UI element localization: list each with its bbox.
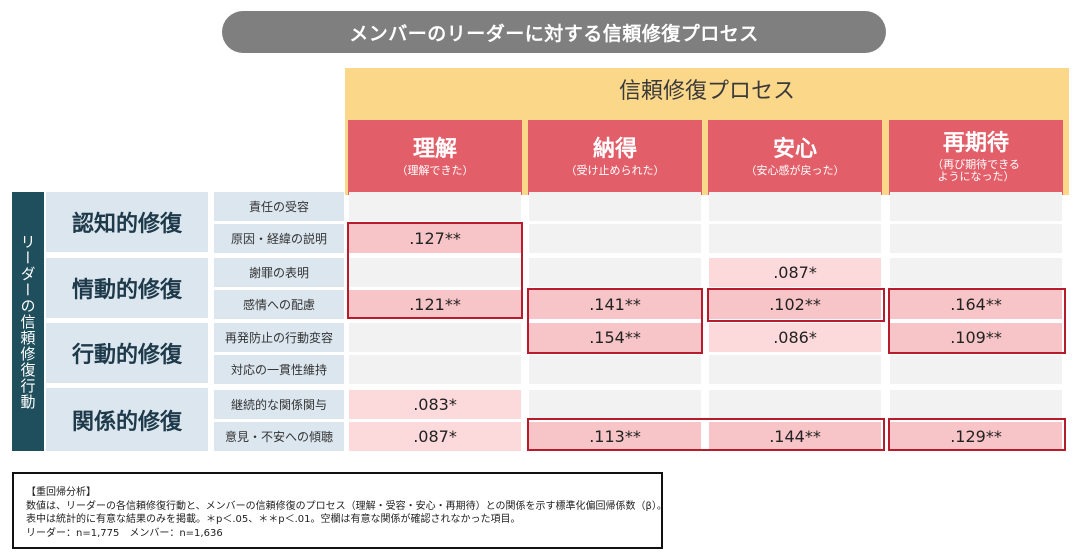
column-header-sub: （再び期待できる: [932, 158, 1020, 171]
coefficient-cell: .083*: [349, 390, 521, 419]
item-label: 意見・不安への傾聴: [214, 422, 344, 451]
highlight-frame: [347, 222, 523, 319]
coefficient-cell: .129**: [890, 422, 1062, 451]
column-header-main: 再期待: [942, 130, 1009, 156]
highlight-frame: [888, 418, 1066, 451]
empty-cell: [529, 355, 701, 384]
empty-cell: [709, 224, 881, 253]
empty-cell: [349, 192, 521, 221]
note-heading: 【重回帰分析】: [26, 487, 96, 498]
coefficient-cell: .113**: [529, 422, 701, 451]
column-header-sub: （安心感が戻った）: [745, 164, 845, 178]
empty-cell: [349, 258, 521, 287]
coefficient-cell: .164**: [890, 290, 1062, 319]
note-line: 数値は、リーダーの各信頼修復行動と、メンバーの信頼修復のプロセス（理解・受容・安…: [26, 500, 667, 512]
category-emotional: 情動的修復: [46, 258, 208, 318]
item-label: 責任の受容: [214, 192, 344, 221]
empty-cell: [890, 390, 1062, 419]
category-cognitive: 認知的修復: [46, 192, 208, 252]
coefficient-cell: .127**: [349, 224, 521, 253]
coefficient-cell: .144**: [709, 422, 881, 451]
empty-cell: [349, 323, 521, 352]
highlight-frame: [888, 288, 1066, 354]
coefficient-cell: .086*: [709, 323, 881, 352]
column-header-acceptance: 納得 （受け止められた）: [528, 120, 702, 195]
item-label: 再発防止の行動変容: [214, 323, 344, 352]
side-label-bar: リーダーの信頼修復行動: [12, 192, 44, 451]
empty-cell: [890, 258, 1062, 287]
column-header-main: 理解: [412, 136, 457, 162]
category-behavioral: 行動的修復: [46, 323, 208, 383]
empty-cell: [529, 258, 701, 287]
empty-cell: [709, 390, 881, 419]
item-label: 原因・経緯の説明: [214, 224, 344, 253]
item-label: 感情への配慮: [214, 290, 344, 319]
coefficient-cell: .154**: [529, 323, 701, 352]
coefficient-cell: .121**: [349, 290, 521, 319]
column-header-reassurance: 安心 （安心感が戻った）: [708, 120, 882, 195]
item-label: 謝罪の表明: [214, 258, 344, 287]
coefficient-cell: .109**: [890, 323, 1062, 352]
empty-cell: [709, 192, 881, 221]
empty-cell: [890, 224, 1062, 253]
analysis-note: 【重回帰分析】 数値は、リーダーの各信頼修復行動と、メンバーの信頼修復のプロセス…: [12, 472, 667, 549]
coefficient-cell: .141**: [529, 290, 701, 319]
empty-cell: [529, 390, 701, 419]
column-header-understanding: 理解 （理解できた）: [348, 120, 522, 195]
empty-cell: [890, 192, 1062, 221]
item-label: 継続的な関係関与: [214, 390, 344, 419]
chart-title: メンバーのリーダーに対する信頼修復プロセス: [222, 11, 886, 53]
column-header-main: 安心: [772, 136, 817, 162]
empty-cell: [529, 192, 701, 221]
side-label: リーダーの信頼修復行動: [18, 233, 37, 410]
column-header-sub: （理解できた）: [396, 164, 474, 178]
empty-cell: [890, 355, 1062, 384]
process-header: 信頼修復プロセス: [618, 79, 795, 104]
highlight-frame: [527, 288, 703, 354]
empty-cell: [349, 355, 521, 384]
highlight-frame: [527, 418, 885, 451]
note-line: リーダー：n=1,775 メンバー：n=1,636: [26, 527, 223, 539]
coefficient-cell: .087*: [349, 422, 521, 451]
column-header-re-expectation: 再期待 （再び期待できる ようになった）: [889, 120, 1063, 195]
highlight-frame: [707, 288, 885, 322]
coefficient-cell: .102**: [709, 290, 881, 319]
empty-cell: [529, 224, 701, 253]
column-header-sub-line2: ようになった）: [937, 170, 1015, 184]
column-header-main: 納得: [592, 136, 637, 162]
note-line: 表中は統計的に有意な結果のみを掲載。＊p＜.05、＊＊p＜.01。空欄は有意な関…: [26, 514, 521, 525]
empty-cell: [709, 355, 881, 384]
category-relational: 関係的修復: [46, 388, 208, 451]
item-label: 対応の一貫性維持: [214, 355, 344, 384]
column-header-sub: （受け止められた）: [565, 164, 665, 178]
coefficient-cell: .087*: [709, 258, 881, 287]
